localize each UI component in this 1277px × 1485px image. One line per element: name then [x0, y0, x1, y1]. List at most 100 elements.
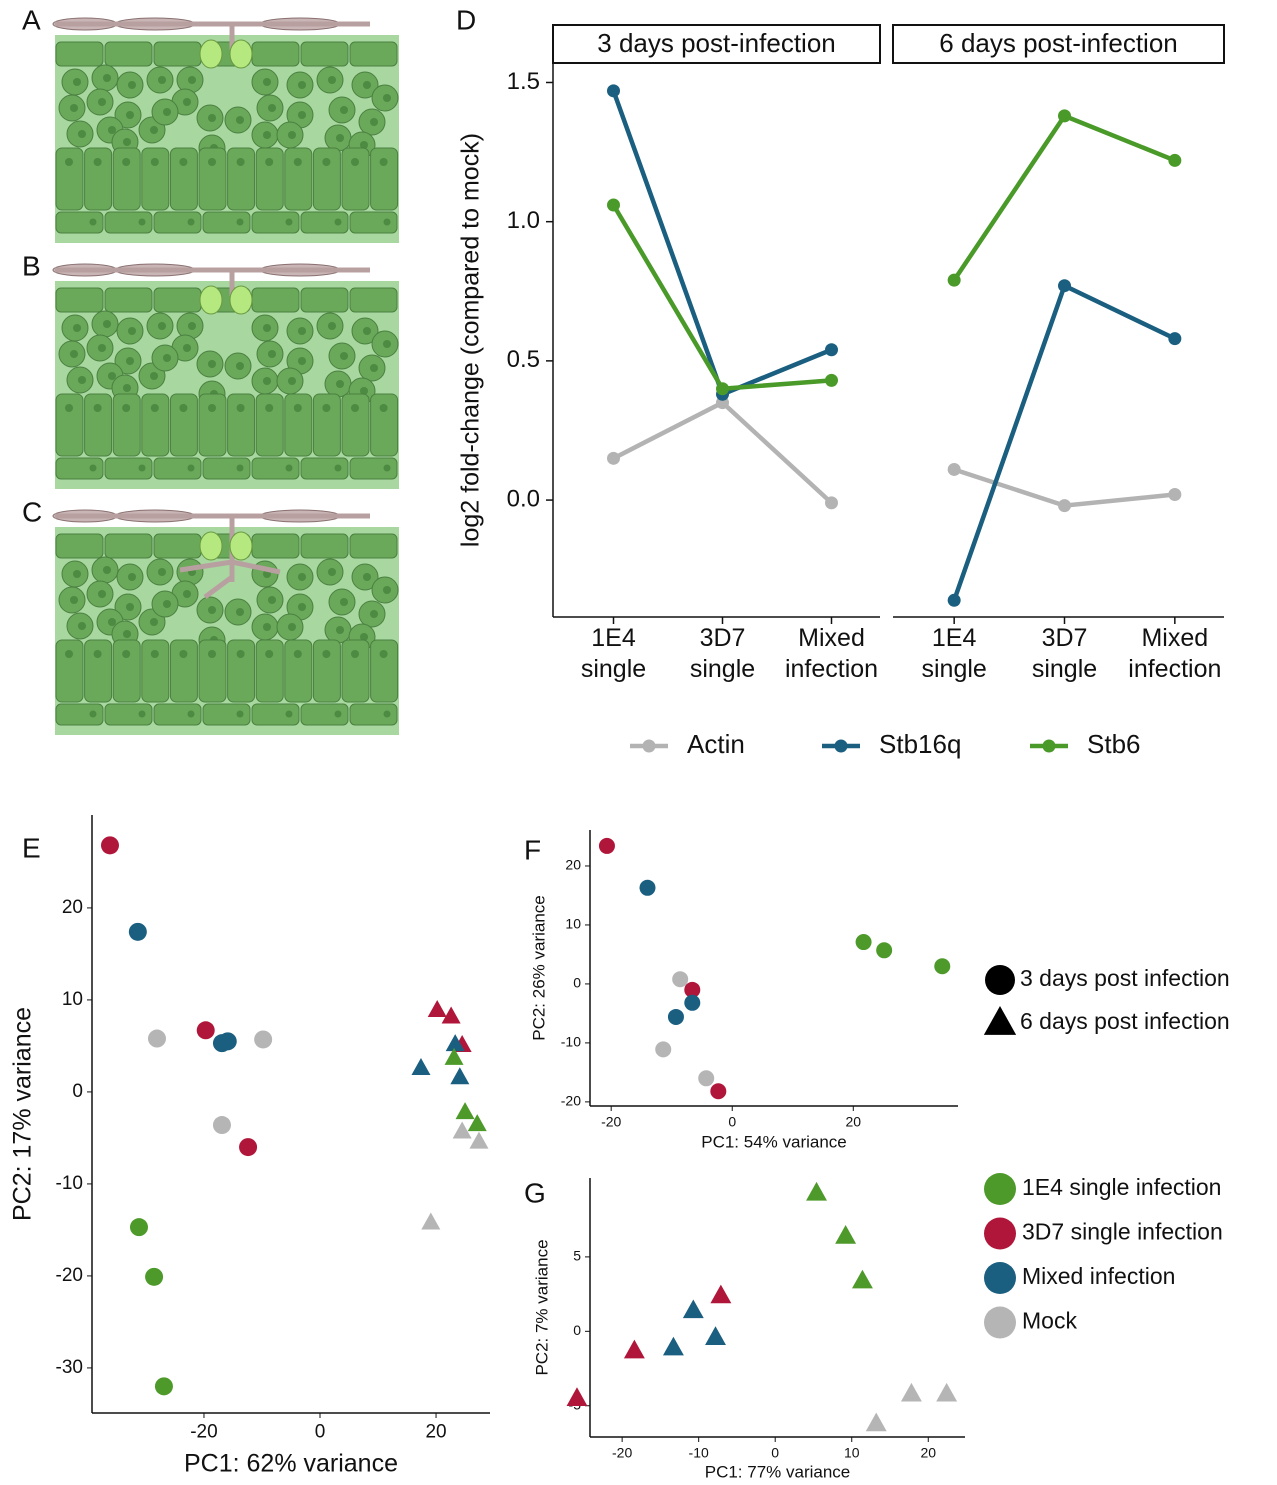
nucleus: [263, 377, 271, 385]
nucleus: [237, 465, 244, 472]
nucleus: [158, 322, 166, 330]
palisade-cell: [113, 394, 140, 456]
nucleus: [288, 131, 296, 139]
palisade-cell: [342, 148, 369, 210]
data-point: [239, 1138, 257, 1156]
data-point: [825, 343, 838, 356]
nucleus: [126, 603, 134, 611]
data-point: [607, 84, 620, 97]
data-point: [421, 1213, 440, 1230]
data-point: [1058, 279, 1071, 292]
data-point: [607, 452, 620, 465]
y-tick-label: -20: [56, 1265, 83, 1286]
palisade-cell: [199, 394, 226, 456]
nucleus: [183, 344, 191, 352]
y-axis-title: log2 fold-change (compared to mock): [457, 133, 485, 547]
epidermis-cell: [252, 534, 299, 558]
nucleus: [340, 106, 348, 114]
nucleus: [263, 324, 271, 332]
nucleus: [286, 711, 293, 718]
nucleus: [237, 219, 244, 226]
data-point: [148, 1030, 166, 1048]
x-axis-title: PC1: 77% variance: [705, 1462, 851, 1481]
nucleus: [335, 219, 342, 226]
nucleus: [73, 324, 81, 332]
epidermis-cell: [154, 534, 201, 558]
nucleus: [298, 81, 306, 89]
nucleus: [268, 350, 276, 358]
panel-label: E: [22, 832, 41, 863]
y-tick-label: 20: [565, 857, 581, 873]
data-point: [129, 923, 147, 941]
x-axis-title: PC1: 62% variance: [184, 1450, 398, 1478]
nucleus: [380, 404, 388, 412]
legend-swatch: [643, 740, 656, 753]
y-tick-label: -10: [56, 1173, 83, 1194]
legend-swatch: [984, 1307, 1016, 1339]
legend-swatch: [1043, 740, 1056, 753]
palisade-cell: [228, 148, 255, 210]
nucleus: [188, 711, 195, 718]
nucleus: [163, 354, 171, 362]
y-tick-label: 10: [565, 916, 581, 932]
legend-label: Mock: [1022, 1308, 1077, 1334]
series-line: [954, 116, 1175, 280]
nucleus: [208, 606, 216, 614]
nucleus: [179, 158, 187, 166]
panel-label: G: [524, 1177, 546, 1208]
nucleus: [151, 650, 159, 658]
y-tick-label: 10: [62, 989, 83, 1010]
palisade-cell: [285, 148, 312, 210]
y-tick-label: 5: [573, 1248, 581, 1264]
nucleus: [268, 596, 276, 604]
nucleus: [183, 590, 191, 598]
y-tick-label: 20: [62, 897, 83, 918]
palisade-cell: [199, 640, 226, 702]
nucleus: [179, 650, 187, 658]
nucleus: [294, 158, 302, 166]
data-point: [710, 1285, 731, 1304]
palisade-cell: [113, 148, 140, 210]
x-tick-label: 0: [771, 1445, 779, 1461]
x-tick-label-box: 3D7 single: [1010, 623, 1120, 693]
palisade-cell: [85, 148, 112, 210]
epidermis-cell: [301, 288, 348, 312]
nucleus: [298, 357, 306, 365]
facet-title: 3 days post-infection: [597, 28, 835, 58]
nucleus: [90, 219, 97, 226]
x-tick-label-box: Mixed infection: [1120, 623, 1230, 693]
nucleus: [65, 404, 73, 412]
y-tick-label: 0.5: [507, 346, 540, 373]
x-tick-label-box: Mixed infection: [777, 623, 887, 693]
palisade-cell: [313, 148, 340, 210]
legend-swatch: [984, 1262, 1016, 1294]
nucleus: [265, 158, 273, 166]
x-tick-label: 0: [728, 1114, 736, 1130]
epidermis-cell: [350, 534, 397, 558]
data-point: [901, 1383, 922, 1402]
nucleus: [73, 570, 81, 578]
data-point: [411, 1058, 430, 1075]
nucleus: [363, 573, 371, 581]
legend-swatch: [984, 1006, 1016, 1035]
nucleus: [103, 320, 111, 328]
nucleus: [108, 618, 116, 626]
palisade-cell: [313, 640, 340, 702]
nucleus: [265, 650, 273, 658]
epidermis-cell: [56, 42, 103, 66]
palisade-cell: [342, 640, 369, 702]
series-line: [614, 403, 832, 503]
nucleus: [265, 404, 273, 412]
leaf-illustration: [53, 510, 399, 735]
figure: ABCDlog2 fold-change (compared to mock)0…: [0, 0, 1277, 1485]
nucleus: [383, 586, 391, 594]
nucleus: [163, 600, 171, 608]
x-tick-label: 20: [920, 1445, 936, 1461]
nucleus: [65, 650, 73, 658]
legend-label: 1E4 single infection: [1022, 1174, 1221, 1200]
nucleus: [340, 598, 348, 606]
legend-label: 6 days post infection: [1020, 1008, 1230, 1034]
palisade-cell: [142, 394, 169, 456]
palisade-cell: [56, 148, 83, 210]
x-axis-title: PC1: 54% variance: [701, 1132, 847, 1151]
